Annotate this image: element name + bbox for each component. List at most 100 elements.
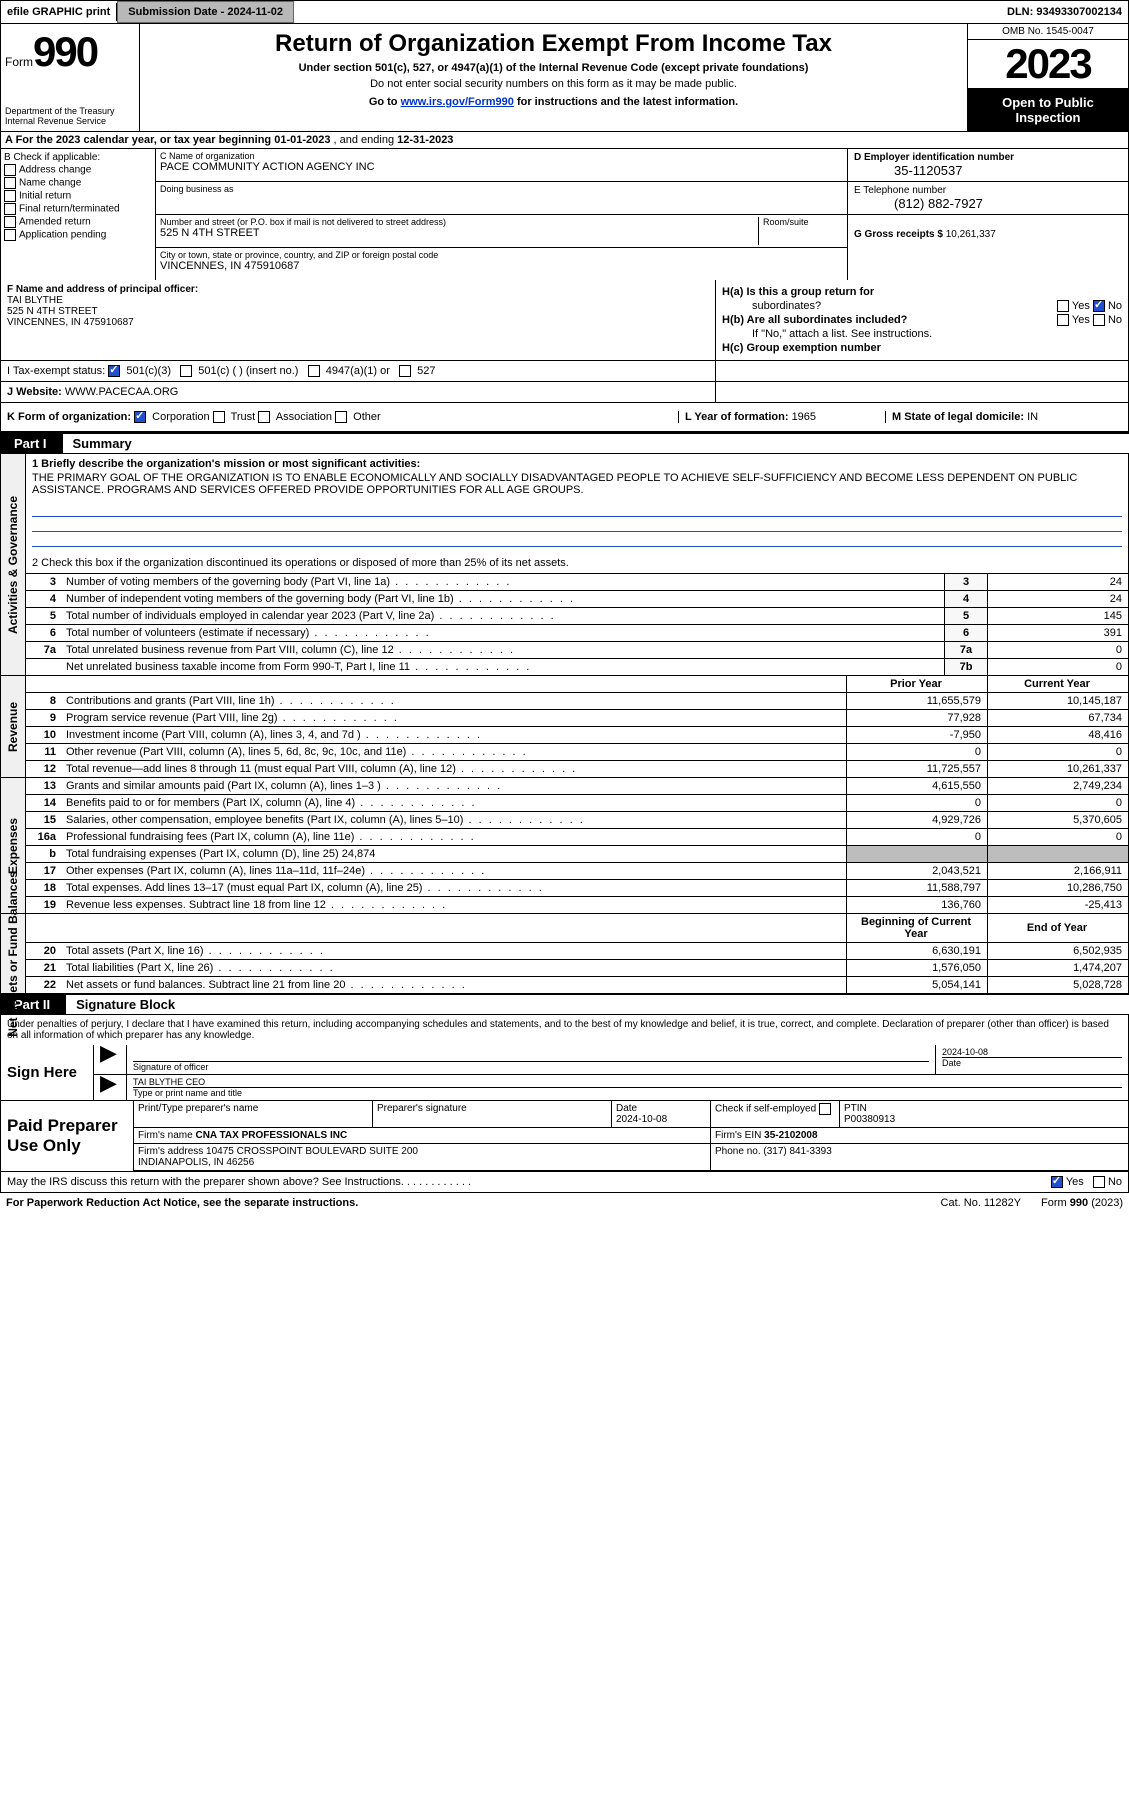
checkbox-icon[interactable] xyxy=(1057,314,1069,326)
k-form-org: K Form of organization: Corporation Trus… xyxy=(7,411,678,423)
checkbox-icon[interactable] xyxy=(1093,300,1105,312)
omb-number: OMB No. 1545-0047 xyxy=(968,24,1128,40)
section-net-assets: Net Assets or Fund Balances Beginning of… xyxy=(0,914,1129,994)
prep-selfemp-col: Check if self-employed xyxy=(711,1101,840,1128)
submission-date-button[interactable]: Submission Date - 2024-11-02 xyxy=(117,1,294,23)
phone-cell: E Telephone number (812) 882-7927 xyxy=(848,182,1128,215)
header-mid: Return of Organization Exempt From Incom… xyxy=(140,24,968,131)
table-row: 13Grants and similar amounts paid (Part … xyxy=(26,778,1128,795)
firm-addr-cell: Firm's address 10475 CROSSPOINT BOULEVAR… xyxy=(134,1144,711,1171)
h-c-line: H(c) Group exemption number xyxy=(722,342,1122,354)
table-row: 18Total expenses. Add lines 13–17 (must … xyxy=(26,880,1128,897)
city-row: City or town, state or province, country… xyxy=(156,248,847,280)
sign-here-label: Sign Here xyxy=(1,1045,94,1100)
check-final-return[interactable]: Final return/terminated xyxy=(4,203,152,215)
section-governance: Activities & Governance 1 Briefly descri… xyxy=(0,454,1129,676)
h-a-line2: subordinates? Yes No xyxy=(722,300,1122,312)
table-row: 5Total number of individuals employed in… xyxy=(26,608,1128,625)
form-990-page: efile GRAPHIC print Submission Date - 20… xyxy=(0,0,1129,1213)
j-website: J Website: WWW.PACECAA.ORG xyxy=(1,382,715,402)
vlabel-net-assets: Net Assets or Fund Balances xyxy=(1,914,26,993)
table-row: 6Total number of volunteers (estimate if… xyxy=(26,625,1128,642)
prep-ptin-col: PTINP00380913 xyxy=(840,1101,1129,1128)
sig-of-officer-label: Signature of officer xyxy=(133,1062,208,1072)
checkbox-icon[interactable] xyxy=(134,411,146,423)
expenses-table: 13Grants and similar amounts paid (Part … xyxy=(26,778,1128,913)
table-row: 11Other revenue (Part VIII, column (A), … xyxy=(26,744,1128,761)
rule-line xyxy=(32,502,1122,517)
footer-formno: Form 990 (2023) xyxy=(1041,1197,1123,1209)
h-b-line: H(b) Are all subordinates included? Yes … xyxy=(722,314,1122,326)
ein-cell: D Employer identification number 35-1120… xyxy=(848,149,1128,182)
governance-table: 3Number of voting members of the governi… xyxy=(26,574,1128,675)
check-address-change[interactable]: Address change xyxy=(4,164,152,176)
discuss-with-preparer: May the IRS discuss this return with the… xyxy=(0,1172,1129,1193)
arrow-icon: ▶ xyxy=(100,1070,117,1095)
tax-year: 2023 xyxy=(968,40,1128,89)
form-header: Form990 Department of the Treasury Inter… xyxy=(0,24,1129,132)
dln-display: DLN: 93493307002134 xyxy=(1001,3,1128,21)
form-title: Return of Organization Exempt From Incom… xyxy=(148,30,959,58)
checkbox-icon[interactable] xyxy=(399,365,411,377)
checkbox-icon[interactable] xyxy=(1057,300,1069,312)
form-subtitle-1: Under section 501(c), 527, or 4947(a)(1)… xyxy=(148,62,959,74)
table-row: 10Investment income (Part VIII, column (… xyxy=(26,727,1128,744)
street-row: Number and street (or P.O. box if mail i… xyxy=(156,215,847,248)
checkbox-icon[interactable] xyxy=(819,1103,831,1115)
checkbox-icon[interactable] xyxy=(213,411,225,423)
table-row: 22Net assets or fund balances. Subtract … xyxy=(26,977,1128,994)
table-row: 3Number of voting members of the governi… xyxy=(26,574,1128,591)
rule-line xyxy=(32,532,1122,547)
col-c-org-info: C Name of organizationPACE COMMUNITY ACT… xyxy=(156,149,847,280)
open-to-public: Open to Public Inspection xyxy=(968,89,1128,131)
rule-line xyxy=(32,517,1122,532)
irs-link[interactable]: www.irs.gov/Form990 xyxy=(401,96,514,108)
check-initial-return[interactable]: Initial return xyxy=(4,190,152,202)
checkbox-icon[interactable] xyxy=(1093,1176,1105,1188)
i-right-empty xyxy=(715,361,1128,381)
table-row: 14Benefits paid to or for members (Part … xyxy=(26,795,1128,812)
part-2-title: Signature Block xyxy=(66,995,1129,1014)
checkbox-icon[interactable] xyxy=(335,411,347,423)
checkbox-icon[interactable] xyxy=(1051,1176,1063,1188)
firm-ein-cell: Firm's EIN 35-2102008 xyxy=(711,1128,1129,1144)
i-tax-exempt: I Tax-exempt status: 501(c)(3) 501(c) ( … xyxy=(1,361,715,381)
col-h-group: H(a) Is this a group return for subordin… xyxy=(715,280,1128,360)
h-a-line: H(a) Is this a group return for xyxy=(722,286,1122,298)
block-f-h: F Name and address of principal officer:… xyxy=(0,280,1129,361)
top-toolbar: efile GRAPHIC print Submission Date - 20… xyxy=(0,0,1129,24)
table-row: 21Total liabilities (Part X, line 26)1,5… xyxy=(26,960,1128,977)
checkbox-icon[interactable] xyxy=(308,365,320,377)
part-1-title: Summary xyxy=(63,434,1129,453)
table-row: Net unrelated business taxable income fr… xyxy=(26,659,1128,676)
checkbox-icon xyxy=(4,203,16,215)
check-name-change[interactable]: Name change xyxy=(4,177,152,189)
row-a-tax-year: A For the 2023 calendar year, or tax yea… xyxy=(0,132,1129,149)
col-f-officer: F Name and address of principal officer:… xyxy=(1,280,715,360)
table-header-row: Beginning of Current YearEnd of Year xyxy=(26,914,1128,943)
arrow-icon: ▶ xyxy=(100,1040,117,1065)
b-header: B Check if applicable: xyxy=(4,152,152,163)
checkbox-icon[interactable] xyxy=(108,365,120,377)
checkbox-icon[interactable] xyxy=(180,365,192,377)
table-row: 9Program service revenue (Part VIII, lin… xyxy=(26,710,1128,727)
form-number: Form990 xyxy=(5,28,135,76)
check-application-pending[interactable]: Application pending xyxy=(4,229,152,241)
page-footer: For Paperwork Reduction Act Notice, see … xyxy=(0,1193,1129,1213)
table-header-row: Prior YearCurrent Year xyxy=(26,676,1128,693)
officer-name-label: Type or print name and title xyxy=(133,1088,242,1098)
table-row: 15Salaries, other compensation, employee… xyxy=(26,812,1128,829)
efile-label[interactable]: efile GRAPHIC print xyxy=(1,3,117,21)
col-b-checkboxes: B Check if applicable: Address change Na… xyxy=(1,149,156,280)
officer-name: TAI BLYTHE CEO xyxy=(133,1077,1122,1088)
gross-receipts-cell: G Gross receipts $ 10,261,337 xyxy=(848,215,1128,243)
checkbox-icon[interactable] xyxy=(258,411,270,423)
block-i: I Tax-exempt status: 501(c)(3) 501(c) ( … xyxy=(0,361,1129,382)
checkbox-icon[interactable] xyxy=(1093,314,1105,326)
vlabel-revenue: Revenue xyxy=(1,676,26,777)
table-row: 19Revenue less expenses. Subtract line 1… xyxy=(26,897,1128,914)
firm-phone-cell: Phone no. (317) 841-3393 xyxy=(711,1144,1129,1171)
check-amended-return[interactable]: Amended return xyxy=(4,216,152,228)
dept-label: Department of the Treasury Internal Reve… xyxy=(5,106,135,126)
mission-block: 1 Briefly describe the organization's mi… xyxy=(26,454,1128,574)
